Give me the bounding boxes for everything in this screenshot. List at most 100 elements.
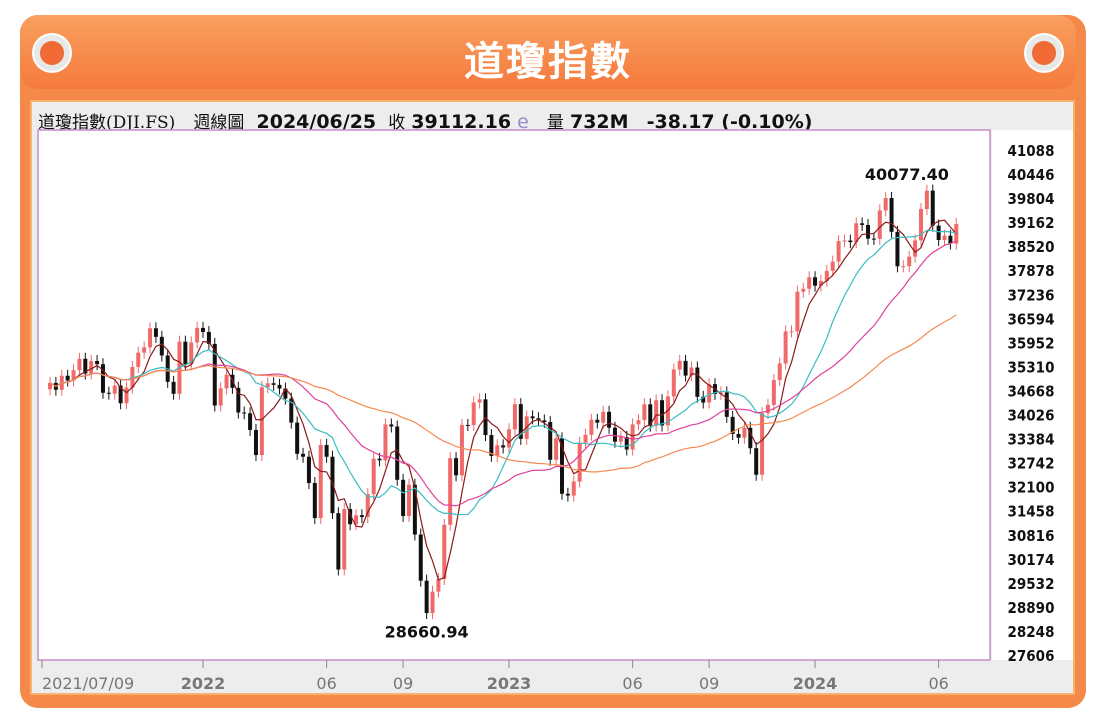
candle (930, 190, 935, 226)
candle (942, 235, 947, 240)
candle (136, 352, 141, 367)
candle (242, 412, 247, 414)
circle-icon-left (34, 35, 70, 71)
candle (71, 370, 76, 381)
candle (424, 580, 429, 614)
circle-icon-right (1026, 35, 1062, 71)
candle (736, 433, 741, 438)
candle (807, 277, 812, 289)
candle (342, 509, 347, 570)
candle (371, 458, 376, 495)
candle (671, 369, 676, 397)
candle (318, 444, 323, 519)
candle (789, 331, 794, 333)
candle (760, 413, 765, 475)
candle (577, 442, 582, 482)
candle (507, 429, 512, 448)
candle (548, 421, 553, 460)
candle (924, 190, 929, 209)
candle (159, 336, 164, 356)
quote-header: 道瓊指數(DJI.FS) 週線圖 2024/06/25 收 39112.16 e… (38, 108, 812, 133)
candle (436, 578, 441, 592)
candle (118, 385, 123, 404)
candle (171, 381, 176, 394)
candle (218, 388, 223, 406)
y-tick-label: 30174 (1008, 551, 1055, 569)
candle (153, 328, 158, 337)
candle (854, 223, 859, 243)
candle (683, 360, 688, 376)
candle (348, 509, 353, 525)
candle (583, 434, 588, 443)
y-tick-label: 37236 (1008, 286, 1055, 304)
candle (718, 392, 723, 394)
estimate-mark: e (517, 111, 529, 133)
candle (312, 483, 317, 519)
candle (359, 515, 364, 518)
candle (259, 387, 264, 456)
candle (442, 524, 447, 579)
candle (518, 404, 523, 439)
candle (589, 419, 594, 435)
x-tick-label: 06 (928, 674, 948, 693)
candle (612, 427, 617, 442)
candle (913, 240, 918, 257)
low-annotation: 28660.94 (385, 622, 469, 641)
candle (365, 494, 370, 518)
y-tick-label: 35952 (1008, 334, 1055, 352)
candle (389, 424, 394, 427)
candle (477, 399, 482, 403)
candle (395, 426, 400, 480)
x-tick-label: 2022 (181, 674, 226, 693)
candle (636, 420, 641, 425)
candle (271, 383, 276, 385)
candle (201, 327, 206, 332)
y-tick-label: 27606 (1008, 647, 1055, 665)
candle (77, 358, 82, 371)
candle (677, 360, 682, 370)
candle (554, 438, 559, 460)
candle (406, 484, 411, 516)
candle (354, 515, 359, 525)
volume-value: 732M (569, 111, 629, 133)
candle (754, 448, 759, 475)
candle (848, 240, 853, 243)
symbol: 道瓊指數(DJI.FS) (38, 113, 176, 133)
y-axis-area (992, 130, 1073, 660)
y-tick-label: 28248 (1008, 623, 1055, 641)
candle (336, 513, 341, 570)
volume-label: 量 (546, 113, 564, 133)
x-tick-label: 06 (316, 674, 336, 693)
candle (642, 404, 647, 421)
y-tick-label: 34668 (1008, 382, 1055, 400)
title-banner: 道瓊指數 (20, 15, 1076, 89)
candle (448, 458, 453, 525)
candle (730, 416, 735, 434)
close-value: 39112.16 (411, 111, 512, 133)
candle (148, 328, 153, 348)
candle (889, 197, 894, 232)
plot-area (37, 129, 991, 661)
candle (65, 375, 70, 381)
change-value: -38.17 (-0.10%) (646, 111, 813, 133)
candle (842, 240, 847, 242)
candle (771, 380, 776, 405)
candle (624, 436, 629, 450)
candle (571, 481, 576, 496)
page-title: 道瓊指數 (464, 38, 632, 85)
candle (724, 392, 729, 417)
y-tick-label: 31458 (1008, 503, 1055, 521)
y-tick-label: 36594 (1008, 310, 1055, 328)
candle (701, 396, 706, 403)
candle (383, 424, 388, 461)
y-tick-label: 33384 (1008, 431, 1055, 449)
candle (907, 256, 912, 267)
candle (695, 367, 700, 397)
candle (530, 416, 535, 419)
candle (565, 493, 570, 496)
candle (601, 411, 606, 423)
x-tick-label: 2024 (793, 674, 838, 693)
candle (83, 358, 88, 374)
candle (742, 427, 747, 438)
candle (265, 383, 270, 388)
